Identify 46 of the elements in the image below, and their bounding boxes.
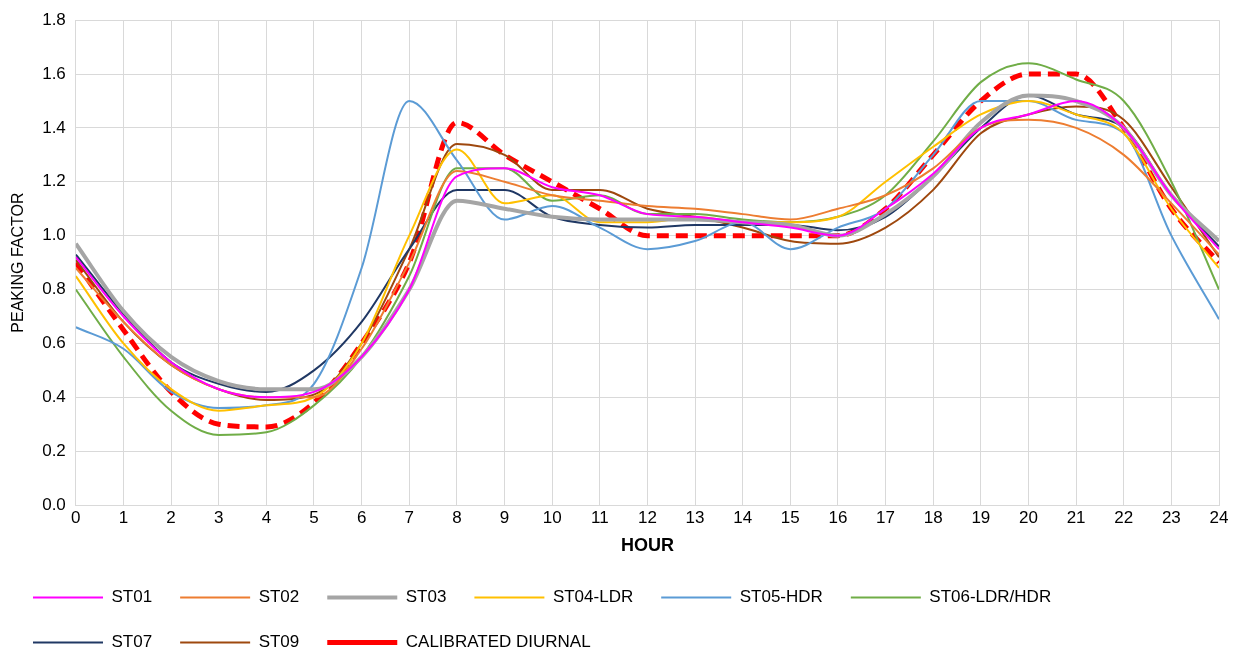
y-axis-title: PEAKING FACTOR (9, 192, 27, 333)
x-tick-label: 3 (213, 507, 224, 527)
x-tick-label: 11 (590, 507, 609, 527)
x-tick-label: 2 (166, 507, 176, 527)
legend-label: ST06-LDR/HDR (929, 587, 1052, 607)
legend-label: ST01 (111, 587, 153, 607)
x-tick-label: 21 (1066, 507, 1086, 527)
x-axis-title: HOUR (620, 535, 674, 556)
x-tick-label: 16 (828, 507, 848, 527)
legend-label: ST04-LDR (552, 587, 634, 607)
x-tick-label: 10 (542, 507, 562, 527)
x-tick-label: 9 (499, 507, 510, 527)
x-tick-label: 17 (876, 507, 896, 527)
y-tick-label: 0.4 (42, 386, 66, 406)
x-tick-label: 23 (1161, 507, 1181, 527)
x-tick-label: 20 (1019, 507, 1038, 527)
legend-label: ST02 (258, 587, 300, 607)
x-tick-label: 12 (637, 507, 657, 527)
legend-label: ST05-HDR (739, 587, 823, 607)
y-tick-label: 1.0 (42, 225, 66, 245)
x-tick-label: 24 (1209, 507, 1229, 527)
x-tick-label: 18 (923, 507, 943, 527)
x-tick-label: 22 (1114, 507, 1134, 527)
legend-label: CALIBRATED DIURNAL (405, 632, 591, 652)
y-tick-label: 0.8 (42, 279, 66, 299)
legend-label: ST07 (111, 632, 153, 652)
y-tick-label: 0.0 (42, 494, 66, 514)
y-tick-label: 0.6 (42, 333, 66, 353)
x-tick-label: 5 (309, 507, 319, 527)
x-tick-label: 15 (780, 507, 800, 527)
x-tick-label: 13 (685, 507, 705, 527)
x-tick-label: 19 (971, 507, 991, 527)
y-tick-label: 1.6 (42, 63, 66, 83)
x-tick-label: 4 (261, 507, 272, 527)
x-tick-label: 8 (452, 507, 462, 527)
x-tick-label: 6 (356, 507, 367, 527)
y-tick-label: 1.8 (42, 9, 66, 29)
y-tick-label: 1.2 (42, 171, 66, 191)
legend-label: ST09 (258, 632, 300, 652)
x-tick-label: 1 (118, 507, 129, 527)
x-tick-label: 7 (404, 507, 414, 527)
y-tick-label: 0.2 (42, 440, 66, 460)
x-tick-label: 14 (733, 507, 753, 527)
y-tick-label: 1.4 (42, 117, 66, 137)
legend-label: ST03 (405, 587, 447, 607)
x-tick-label: 0 (71, 507, 81, 527)
